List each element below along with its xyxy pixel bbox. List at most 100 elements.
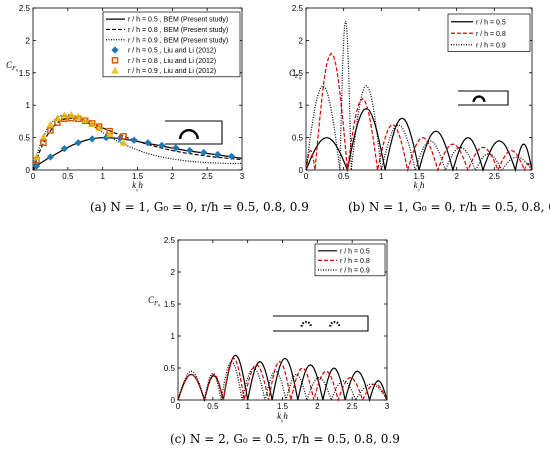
- series-line-3: [177, 360, 388, 403]
- x-axis-label: k₀h: [414, 180, 425, 192]
- y-axis-label: CFx: [6, 60, 19, 74]
- y-tick-label: 0: [26, 166, 31, 175]
- data-point-diamond: [60, 144, 68, 153]
- x-tick-label: 0: [31, 172, 36, 181]
- caption-b: (b) N = 1, G₀ = 0, r/h = 0.5, 0.8, 0.9: [348, 200, 550, 214]
- data-point-diamond: [172, 144, 180, 152]
- y-tick-label: 0.5: [164, 364, 176, 373]
- x-tick-label: 0: [304, 172, 309, 181]
- legend-box: [102, 11, 241, 78]
- x-tick-label: 0.5: [338, 172, 350, 181]
- data-point-triangle: [46, 120, 55, 128]
- inset-free-surface-bracket: [458, 90, 509, 106]
- data-point-square: [47, 127, 54, 134]
- y-tick-label: 1: [299, 101, 304, 110]
- legend-box: [314, 243, 386, 277]
- data-point-square: [40, 139, 47, 147]
- y-axis-label: CFx: [289, 68, 302, 82]
- panel-c-chart: 0 0.5 1 1.5 2 2.5 3 0 0.5 1 1.5 2 2.5 k₀h CFx r / h = 0…: [148, 236, 390, 423]
- legend-marker-diamond: [111, 46, 119, 54]
- semicircle-body-icon: [472, 95, 486, 103]
- legend-entry-label: r / h = 0.9: [476, 42, 506, 49]
- series-line-1: [177, 354, 388, 403]
- panel-b-chart: 0 0.5 1 1.5 2 2.5 3 0 0.5 1 1.5 2 2.5 k₀h CFx r / h = 0…: [289, 4, 535, 192]
- series-line-1: [305, 107, 533, 173]
- y-tick-label: 0.5: [292, 134, 304, 143]
- x-tick-label: 3: [530, 172, 535, 181]
- x-tick-label: 2.5: [489, 172, 501, 181]
- data-point-diamond: [158, 141, 166, 150]
- y-tick-label: 1.5: [164, 300, 176, 309]
- legend: r / h = 0.5 , BEM (Present study) r / h =…: [102, 11, 241, 78]
- y-tick-label: 2.5: [164, 236, 176, 245]
- data-point-diamond: [32, 162, 41, 170]
- legend: r / h = 0.5 r / h = 0.8 r / h = 0.9: [447, 13, 531, 52]
- data-point-triangle: [119, 138, 128, 146]
- inset-free-surface-bracket: [273, 315, 369, 332]
- y-tick-label: 1.5: [19, 69, 31, 78]
- x-tick-label: 2: [315, 402, 320, 411]
- legend-entry-label: r / h = 0.8: [476, 31, 506, 38]
- y-axis-label: CFx: [148, 295, 161, 309]
- series-line-2: [177, 357, 388, 403]
- y-tick-label: 2: [26, 36, 31, 45]
- geometry-inset-icon: [458, 90, 509, 106]
- x-tick-label: 1.5: [277, 402, 289, 411]
- legend-entry-label: r / h = 0.5: [476, 19, 506, 26]
- x-axis-label: k₀h: [277, 411, 288, 423]
- data-point-diamond: [144, 139, 152, 147]
- y-tick-label: 1: [26, 101, 31, 110]
- data-point-triangle: [74, 113, 82, 120]
- series-line-2: [305, 52, 533, 173]
- data-point-triangle: [81, 116, 89, 123]
- data-point-diamond: [200, 148, 208, 157]
- data-point-triangle: [105, 130, 114, 138]
- legend-entry-label: r / h = 0.5 , Liu and Li (2012): [128, 48, 216, 55]
- geometry-inset-icon: [273, 315, 369, 332]
- geometry-inset-icon: [165, 120, 223, 145]
- data-point-diamond: [74, 139, 82, 147]
- x-tick-label: 1: [245, 402, 250, 411]
- data-point-diamond: [46, 153, 55, 161]
- legend: r / h = 0.5 r / h = 0.8 r / h = 0.9: [314, 243, 386, 277]
- y-tick-label: 1.5: [292, 69, 304, 78]
- y-tick-label: 0: [299, 166, 304, 175]
- x-axis-label: k₀h: [132, 180, 143, 192]
- data-point-triangle: [32, 153, 41, 160]
- data-point-triangle: [39, 133, 48, 140]
- x-tick-label: 0: [176, 402, 181, 411]
- x-tick-label: 3: [385, 402, 390, 411]
- x-tick-label: 1.5: [413, 172, 425, 181]
- legend-entry-label: r / h = 0.9 , BEM (Present study): [128, 37, 228, 44]
- data-point-square: [120, 133, 127, 140]
- x-tick-label: 2.5: [347, 402, 359, 411]
- x-tick-label: 1.5: [132, 172, 144, 181]
- legend-entry-label: r / h = 0.5: [340, 248, 370, 255]
- y-tick-label: 0: [171, 396, 176, 405]
- x-tick-label: 3: [240, 172, 245, 181]
- data-point-diamond: [213, 150, 222, 159]
- dotted-semicircle-body-icon-1: [300, 320, 312, 327]
- legend-entry-label: r / h = 0.9: [340, 268, 370, 275]
- legend-entry-label: r / h = 0.9 , Liu and Li (2012): [128, 68, 216, 75]
- data-point-triangle: [88, 120, 96, 127]
- y-tick-label: 2: [171, 268, 176, 277]
- x-tick-label: 1: [379, 172, 384, 181]
- x-tick-label: 1: [100, 172, 105, 181]
- series-line-1: [32, 136, 243, 171]
- data-point-triangle: [95, 124, 103, 131]
- data-point-triangle: [67, 111, 76, 118]
- data-point-diamond: [227, 152, 236, 161]
- series-line-2: [32, 117, 243, 171]
- data-point-diamond: [186, 146, 194, 155]
- legend-entry-label: r / h = 0.5 , BEM (Present study): [128, 17, 228, 24]
- caption-c: (c) N = 2, G₀ = 0.5, r/h = 0.5, 0.8, 0.9: [170, 432, 400, 446]
- y-tick-label: 0.5: [19, 134, 31, 143]
- y-tick-label: 2: [299, 36, 304, 45]
- x-tick-label: 2: [170, 172, 175, 181]
- data-point-diamond: [88, 135, 96, 143]
- legend-marker-triangle: [111, 66, 119, 74]
- x-tick-label: 2: [454, 172, 459, 181]
- panel-a-chart: 0 0.5 1 1.5 2 2.5 3 0 0.5 1 1.5 2 2.5 k₀h CFx r / h = 0…: [6, 4, 245, 192]
